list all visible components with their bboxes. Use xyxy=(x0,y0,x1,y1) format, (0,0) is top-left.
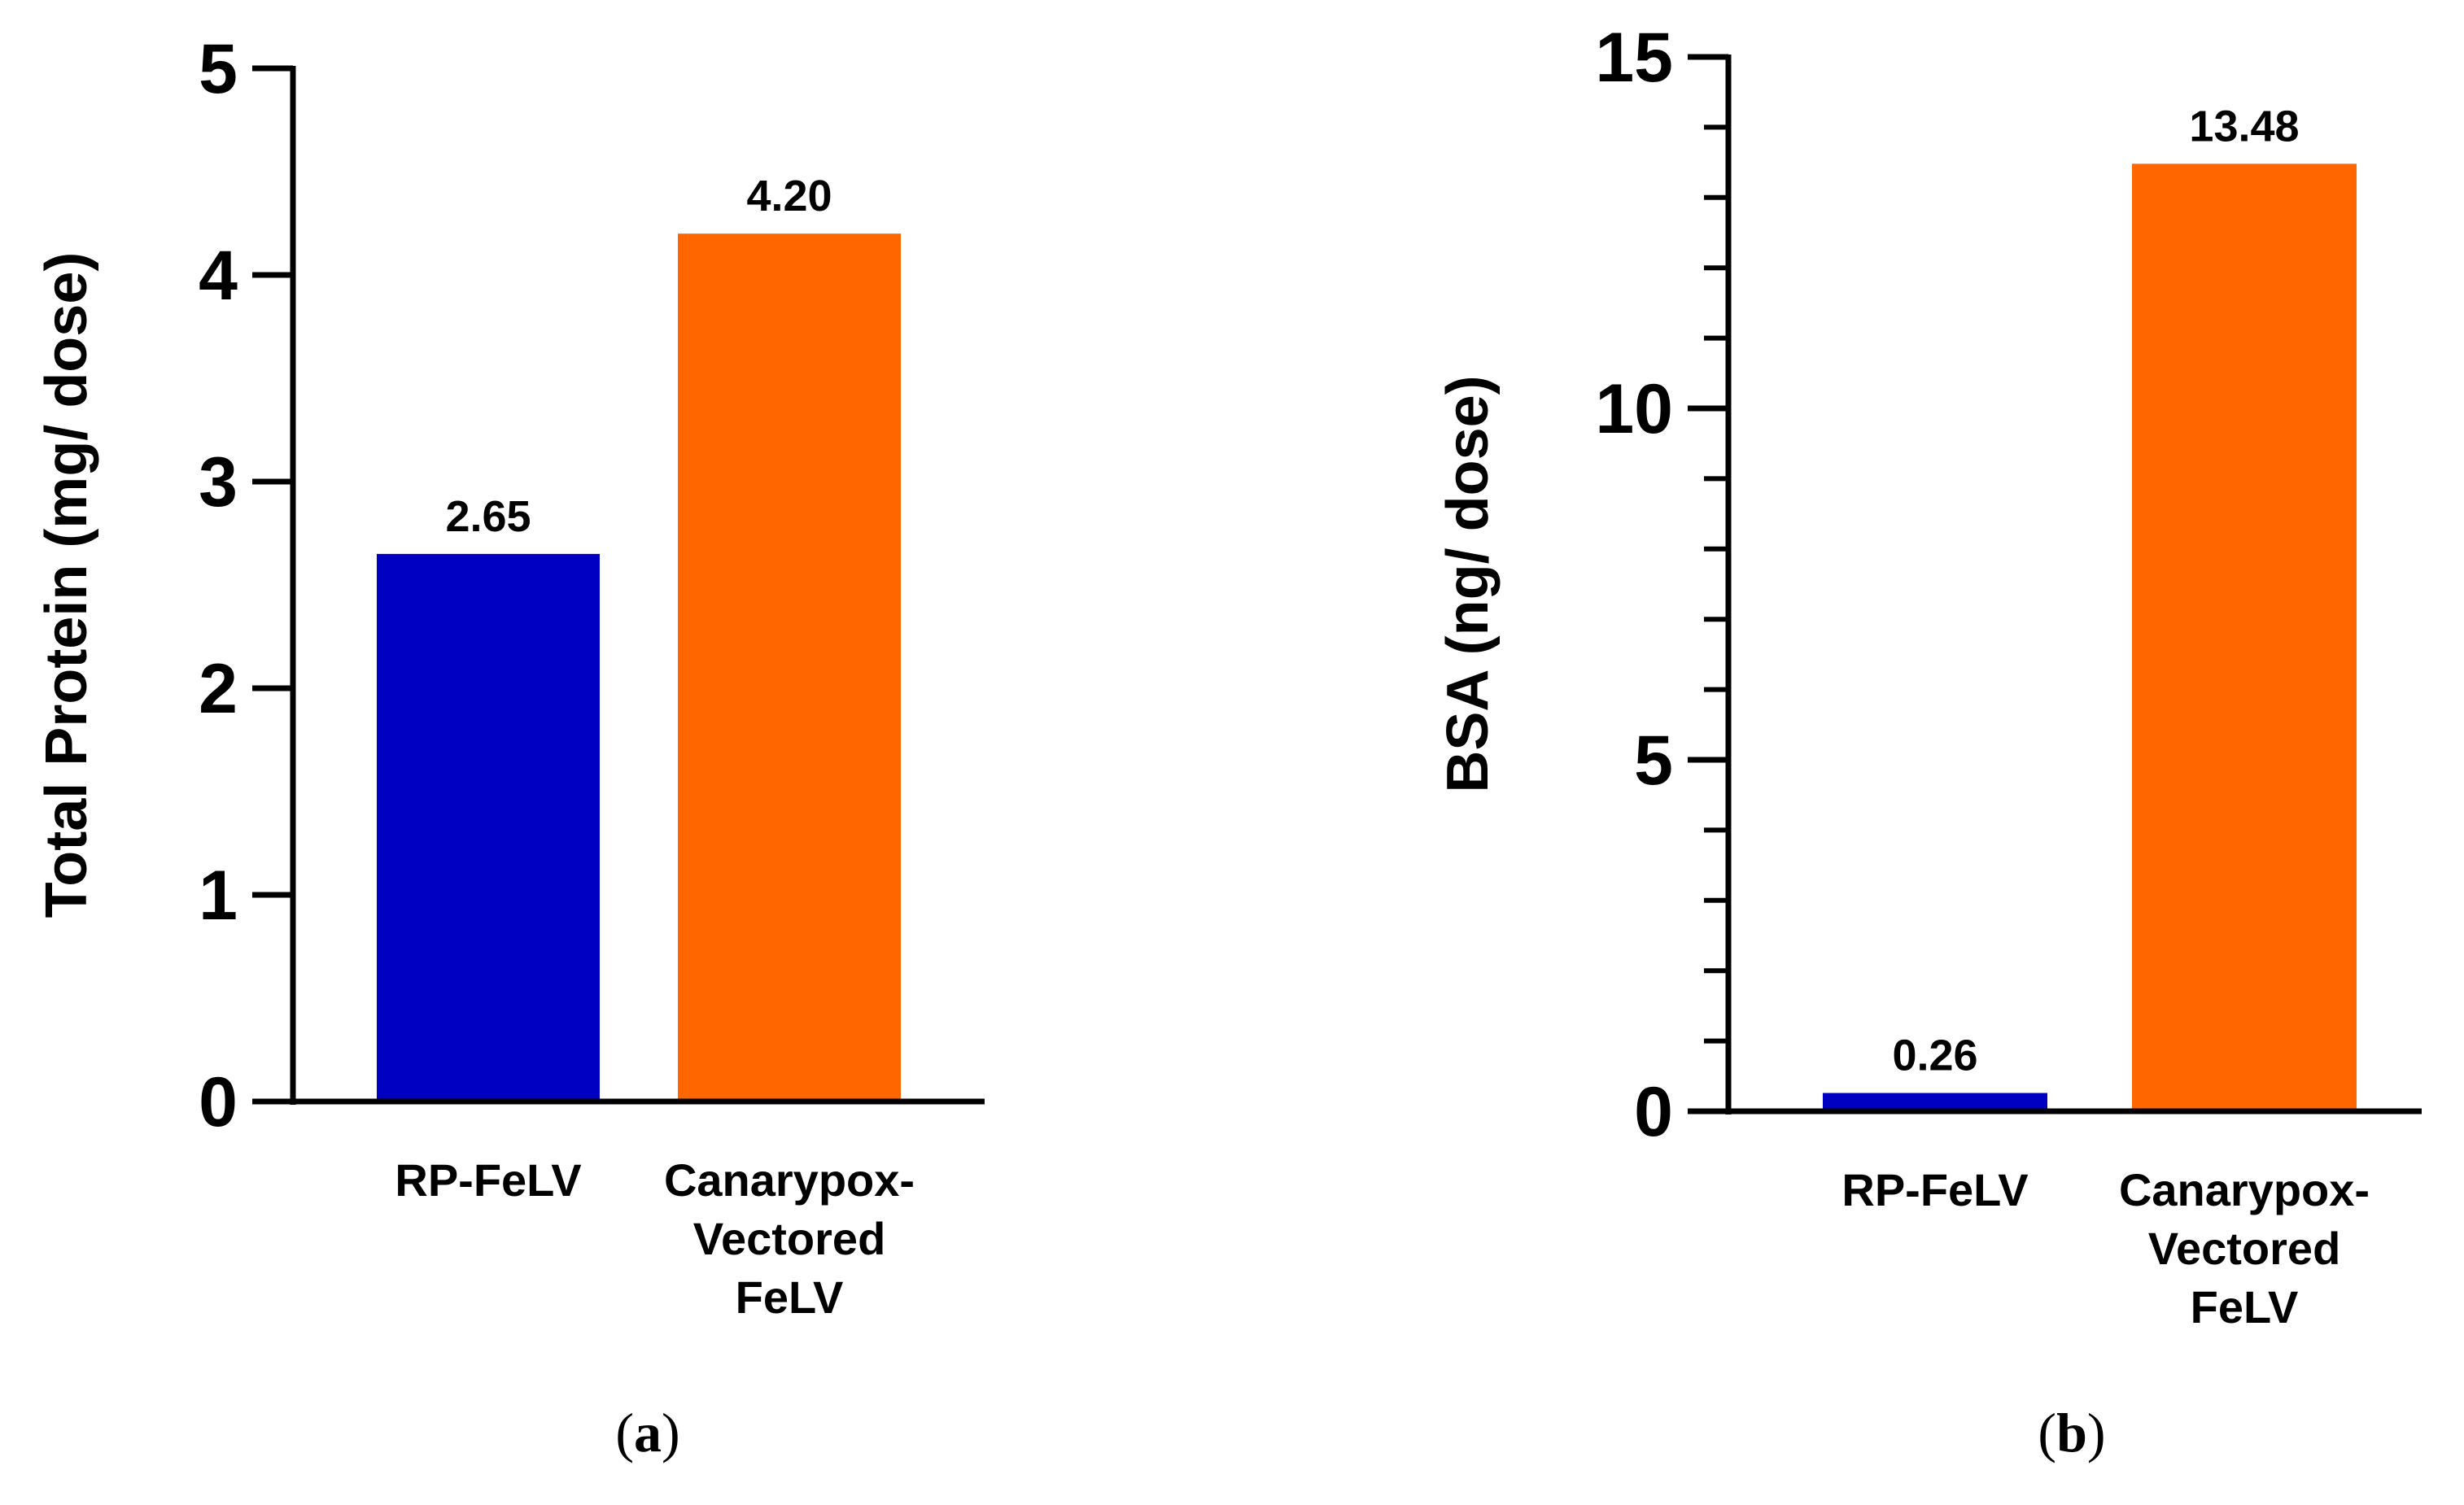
chart-panel-b: 0.26 13.48 0 5 10 15 BSA (ng/ dose) RP-FeLV Cana… xyxy=(1435,19,2422,1464)
chart-panel-a: 2.65 4.20 0 1 2 3 4 5 Total Protein (mg/ dose) RP… xyxy=(34,30,985,1464)
panel-label-letter: a xyxy=(634,1402,662,1464)
data-label: 0.26 xyxy=(1892,1032,1977,1080)
y-tick-label: 4 xyxy=(199,237,238,315)
panel-label-open-paren: ( xyxy=(2038,1402,2056,1464)
y-tick-label: 1 xyxy=(199,857,238,935)
y-tick-label: 10 xyxy=(1595,370,1673,448)
y-tick-label: 3 xyxy=(199,443,238,521)
data-label: 2.65 xyxy=(445,492,531,541)
y-tick-label: 0 xyxy=(1634,1073,1673,1151)
y-axis-title: BSA (ng/ dose) xyxy=(1435,375,1501,792)
panel-label-letter: b xyxy=(2056,1402,2087,1464)
bar-canarypox-vectored-felv xyxy=(678,233,901,1102)
y-tick-label: 15 xyxy=(1595,19,1673,97)
panel-label-open-paren: ( xyxy=(615,1402,634,1464)
x-category-label: FeLV xyxy=(2191,1281,2299,1333)
x-category-label: Vectored xyxy=(2148,1223,2341,1274)
bar-rp-felv xyxy=(1823,1093,2047,1111)
panel-label: (a) xyxy=(615,1402,679,1464)
bar-rp-felv xyxy=(377,553,600,1101)
x-category-label: Canarypox- xyxy=(664,1154,915,1206)
panel-label-close-paren: ) xyxy=(662,1402,680,1464)
y-tick-label: 5 xyxy=(1634,722,1673,800)
data-label: 13.48 xyxy=(2189,102,2299,150)
x-category-label: RP-FeLV xyxy=(1841,1164,2028,1215)
x-category-label: RP-FeLV xyxy=(395,1154,581,1206)
bar-canarypox-vectored-felv xyxy=(2132,164,2357,1111)
x-category-label: FeLV xyxy=(736,1272,844,1323)
y-tick-label: 2 xyxy=(199,650,238,728)
panel-label-close-paren: ) xyxy=(2087,1402,2106,1464)
y-tick-label: 0 xyxy=(199,1063,238,1141)
data-label: 4.20 xyxy=(746,172,832,220)
x-category-label: Vectored xyxy=(693,1213,886,1264)
x-category-label: Canarypox- xyxy=(2119,1164,2370,1215)
y-tick-label: 5 xyxy=(199,30,238,108)
panel-label: (b) xyxy=(2038,1402,2105,1464)
y-axis-title: Total Protein (mg/ dose) xyxy=(34,252,99,918)
